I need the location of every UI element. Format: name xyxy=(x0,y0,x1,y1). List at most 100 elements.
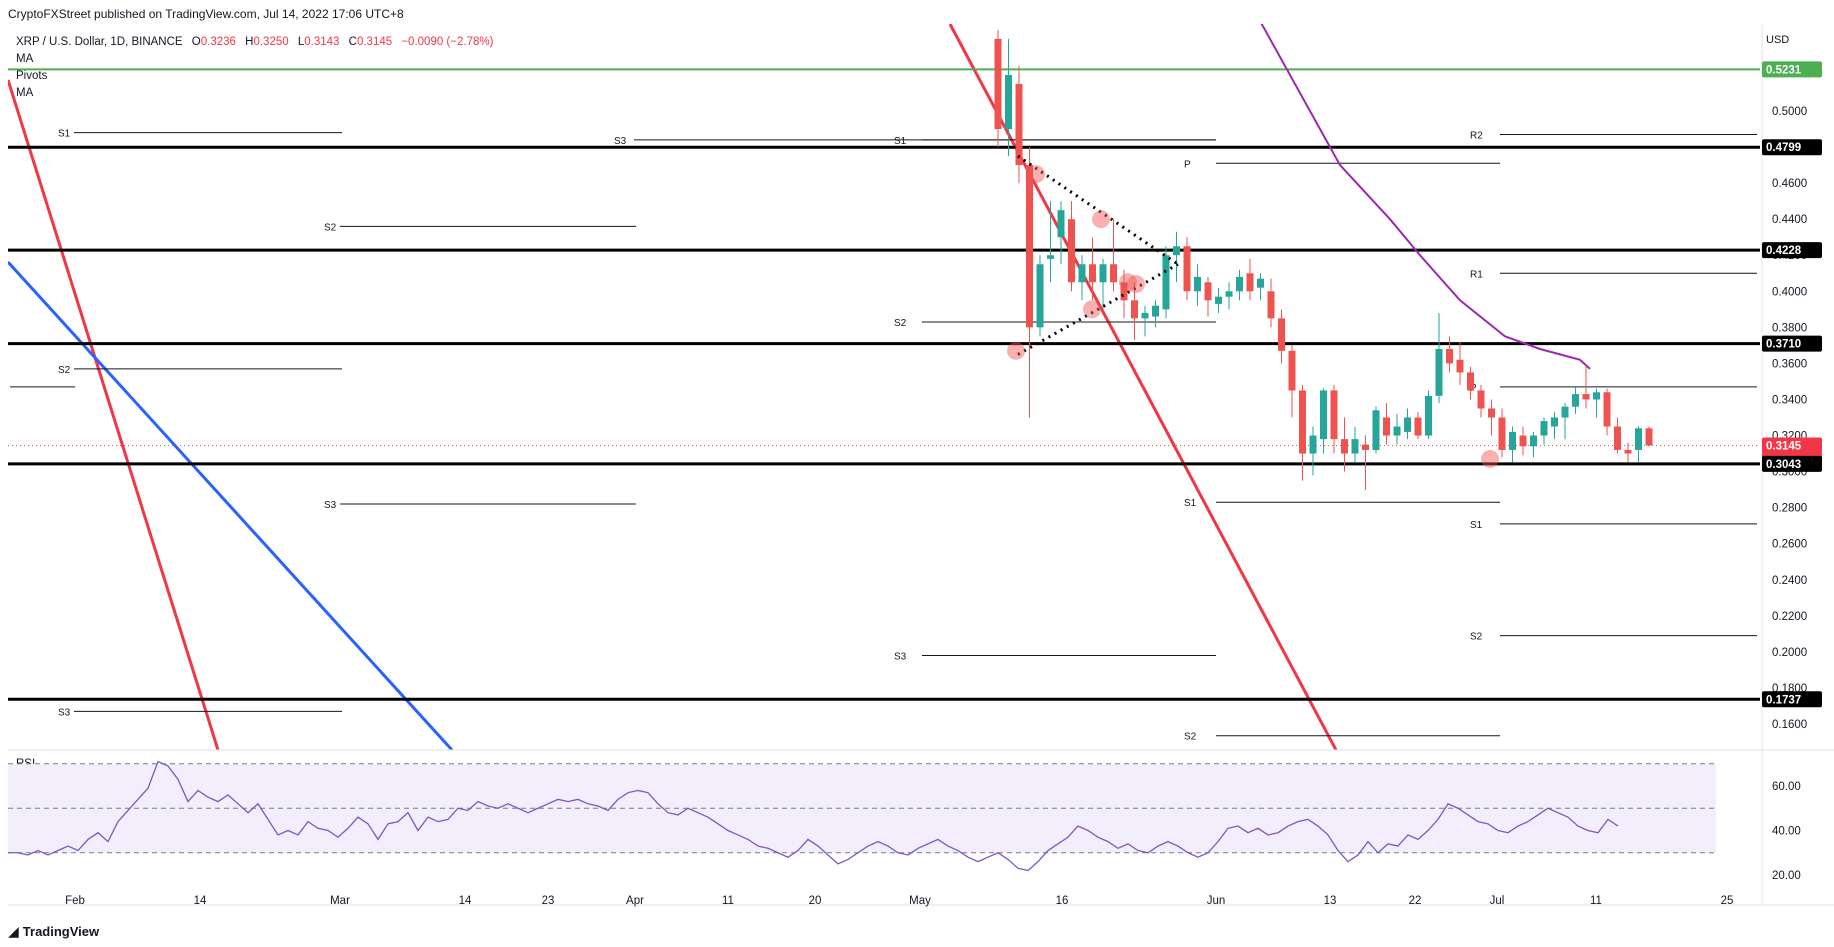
candle xyxy=(1120,269,1128,319)
pivot-label-s1: S1 xyxy=(1184,498,1197,509)
candle xyxy=(1026,147,1033,418)
candle xyxy=(1089,237,1096,301)
candle xyxy=(1015,65,1023,184)
indicator-ma-2[interactable]: MA xyxy=(16,87,34,99)
candle xyxy=(1204,276,1212,317)
candle-body xyxy=(1624,449,1632,454)
candle xyxy=(1110,219,1117,292)
candle xyxy=(1383,403,1390,445)
time-axis-label: 11 xyxy=(1590,895,1602,907)
price-badge-bg xyxy=(1762,691,1822,708)
candle-body xyxy=(1015,83,1023,166)
candle xyxy=(1194,264,1201,306)
currency-label: USD xyxy=(1766,34,1790,46)
pivot-label-s2: S2 xyxy=(894,318,907,329)
candle xyxy=(1519,426,1527,456)
candle-body xyxy=(1519,435,1527,447)
price-badge: 0.3043 xyxy=(1762,455,1822,472)
rsi-line xyxy=(8,760,1619,872)
highlight-circle xyxy=(1092,210,1110,229)
indicator-ma-1[interactable]: MA xyxy=(16,53,34,65)
candle-body xyxy=(1551,417,1558,427)
highlight-circle xyxy=(1119,273,1137,292)
candle xyxy=(1372,406,1380,454)
symbol-row: XRP / U.S. Dollar, 1D, BINANCE O0.3236 H… xyxy=(16,34,493,51)
candle xyxy=(1173,231,1180,283)
symbol-name: XRP / U.S. Dollar, 1D, BINANCE xyxy=(16,36,183,48)
pivot-label-s1: S1 xyxy=(894,136,907,147)
candle xyxy=(1446,336,1453,373)
candle-body xyxy=(1351,439,1359,454)
candle xyxy=(1393,413,1401,445)
indicator-pivots[interactable]: Pivots xyxy=(16,70,48,82)
candle-body xyxy=(1131,300,1138,319)
candle-body xyxy=(1005,74,1012,130)
price-pane: S1S2S2S3S3S3S1S2S3PS1S2R2R1PS1S2 xyxy=(8,24,1760,750)
price-badge-label: 0.3145 xyxy=(1766,440,1802,452)
candle xyxy=(1246,258,1254,301)
highlight-circle xyxy=(1083,300,1101,319)
rsi-tick-label: 60.00 xyxy=(1772,781,1801,793)
price-badge-bg xyxy=(1762,139,1822,156)
candle-body xyxy=(1614,426,1621,450)
price-badge-label: 0.5231 xyxy=(1766,64,1802,76)
price-badge-bg xyxy=(1762,61,1822,78)
price-tick-label: 0.2800 xyxy=(1772,503,1807,515)
candle-body xyxy=(1488,408,1495,418)
candle-body xyxy=(1425,395,1432,436)
change-value: −0.0090 (−2.78%) xyxy=(401,36,494,48)
candle xyxy=(1351,426,1359,463)
candle-body xyxy=(1162,255,1170,310)
candle-body xyxy=(1561,406,1569,418)
candle xyxy=(1152,300,1159,328)
candle-body xyxy=(1530,435,1537,447)
candle xyxy=(1057,201,1065,265)
highlight-circle xyxy=(1027,165,1045,184)
candle-body xyxy=(1057,210,1065,238)
candle-body xyxy=(1498,417,1506,450)
footer: ◢ TradingView xyxy=(8,923,99,940)
price-tick-label: 0.3400 xyxy=(1772,394,1807,406)
open-value: 0.3236 xyxy=(200,36,236,48)
pivot-label-s2: S2 xyxy=(1470,632,1483,643)
low-value: 0.3143 xyxy=(304,36,340,48)
pivot-label-s3: S3 xyxy=(894,651,907,662)
candle-body xyxy=(1456,359,1464,373)
candle xyxy=(1551,412,1558,440)
candle xyxy=(1183,237,1191,301)
price-tick-label: 0.3800 xyxy=(1772,322,1807,334)
pivot-label-s2: S2 xyxy=(1184,732,1197,743)
candle xyxy=(1603,388,1611,436)
candle xyxy=(1005,38,1012,157)
candle xyxy=(1320,388,1327,454)
price-tick-label: 0.2000 xyxy=(1772,647,1807,659)
candle-body xyxy=(1183,246,1191,292)
candle xyxy=(1267,278,1275,328)
pivot-label-s2: S2 xyxy=(324,222,337,233)
candle xyxy=(1530,431,1537,458)
price-badge-label: 0.3043 xyxy=(1766,459,1801,471)
candle xyxy=(1299,385,1306,481)
candle-body xyxy=(1194,276,1201,292)
candle-body xyxy=(1635,428,1642,450)
price-badge-label: 0.4228 xyxy=(1766,245,1802,257)
price-tick-label: 0.4400 xyxy=(1772,214,1807,226)
time-axis-label: 14 xyxy=(459,895,472,907)
candle-body xyxy=(1068,219,1075,283)
pivot-label-s2: S2 xyxy=(58,365,71,376)
candle xyxy=(1330,385,1338,454)
highlight-circle xyxy=(1007,341,1025,360)
brand-name: TradingView xyxy=(22,924,100,939)
moving-average-line xyxy=(1260,24,1591,370)
candle xyxy=(1078,255,1086,301)
candle xyxy=(1141,305,1149,337)
candle-body xyxy=(1404,417,1411,432)
candle-body xyxy=(1236,276,1243,292)
candle xyxy=(1467,367,1474,400)
candle xyxy=(1572,386,1579,414)
candle xyxy=(1540,417,1548,445)
time-axis-label: Jul xyxy=(1490,895,1505,907)
candle xyxy=(1225,282,1233,310)
candle-body xyxy=(1278,318,1285,351)
